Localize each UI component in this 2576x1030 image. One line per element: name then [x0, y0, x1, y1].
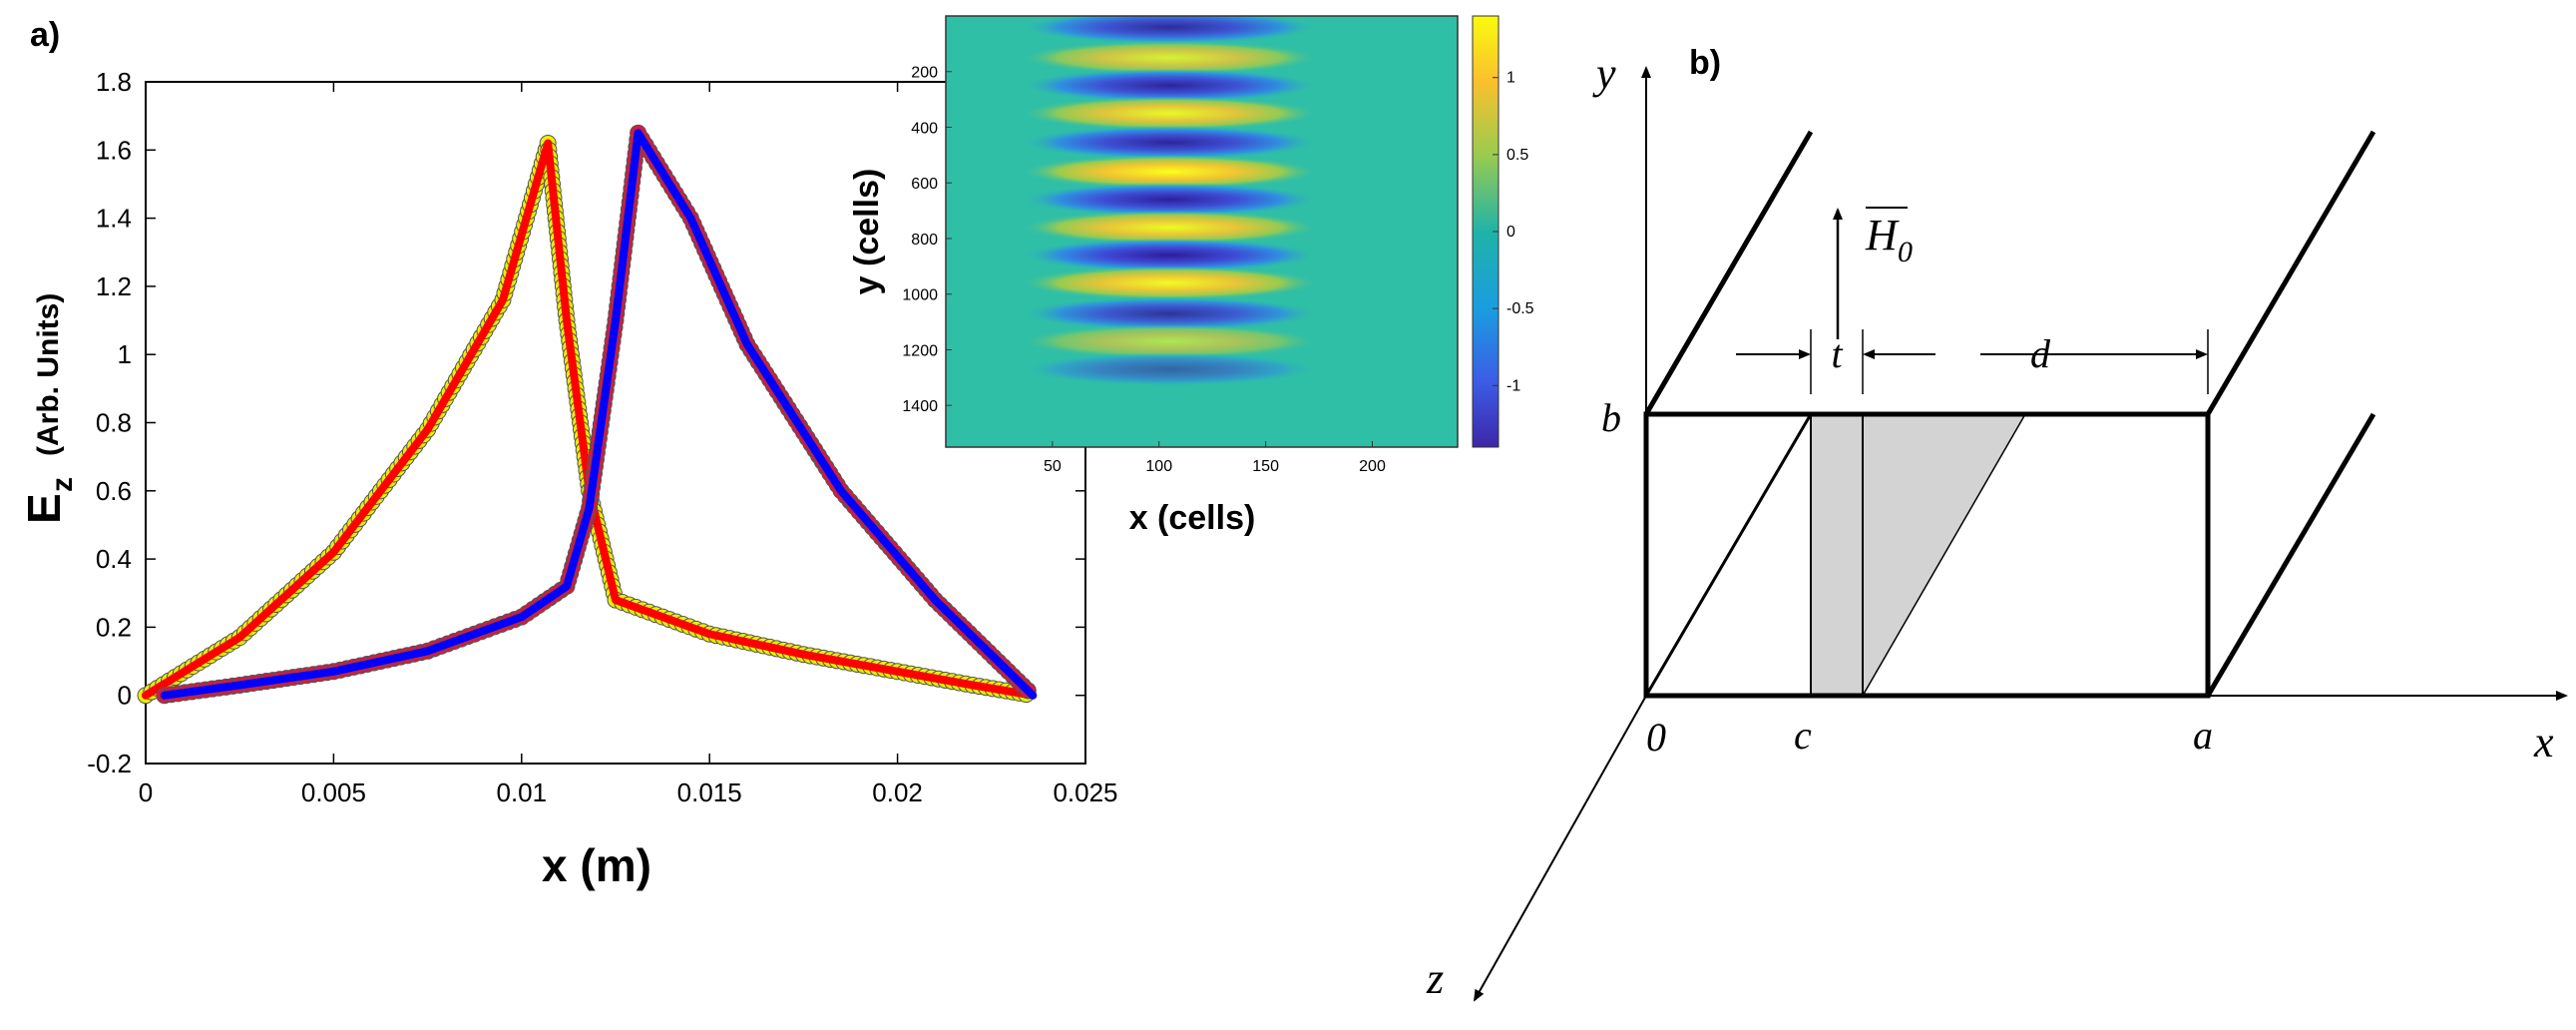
y-tick-label: 0 [118, 681, 132, 711]
h0-label: H [1865, 211, 1900, 259]
heatmap-x-tick-label: 150 [1252, 458, 1279, 475]
y-axis-ticks: -0.2 0 0.2 0.4 0.6 0.8 1 1.2 1.4 1.6 1.8 [87, 67, 1085, 778]
heatmap-x-tick-label: 50 [1044, 458, 1062, 475]
series-0 [137, 134, 1038, 705]
colorbar-tick-label: 0.5 [1506, 147, 1528, 164]
x-tick-label: 0 [139, 777, 153, 807]
y-tick-label: 1.2 [96, 271, 132, 301]
series-layer [137, 124, 1038, 705]
x-axis-ticks: 0 0.005 0.01 0.015 0.02 0.025 [139, 82, 1118, 807]
heatmap-stripe [1020, 125, 1320, 160]
heatmap-stripe [1020, 238, 1320, 272]
heatmap-stripe [1020, 265, 1320, 300]
heatmap-y-label: y (cells) [848, 169, 886, 295]
y-tick-label: 1 [118, 339, 132, 369]
x-tick-label: 0.015 [677, 777, 742, 807]
y-tick-label: 1.8 [96, 67, 132, 97]
t-label: t [1831, 331, 1843, 376]
x-tick-label: 0.02 [872, 777, 923, 807]
ferrite-slab-front [1811, 414, 1863, 696]
origin-label: 0 [1646, 715, 1666, 760]
waveguide-top-left-edge [1643, 130, 1814, 416]
slab-diagonal [1862, 413, 2026, 697]
heatmap-x-ticks: 50 100 150 200 [1044, 441, 1386, 475]
heatmap-stripe [1020, 210, 1320, 245]
heatmap-stripe [1020, 182, 1320, 217]
heatmap-y-tick-label: 200 [911, 65, 938, 82]
heatmap-stripe [1020, 351, 1320, 386]
heatmap-stripe [1020, 68, 1320, 103]
z-axis-name: z [1426, 954, 1444, 1003]
y-axis-name: y [1592, 49, 1616, 98]
y-tick-label: 0.2 [96, 612, 132, 642]
point-b-label: b [1601, 395, 1621, 440]
heatmap-x-label: x (cells) [1129, 499, 1256, 537]
x-tick-label: 0.005 [301, 777, 366, 807]
colorbar-tick-label: 1 [1506, 70, 1515, 87]
heatmap-inset: 200 400 600 800 1000 1200 1400 50 100 150 200 1 0.… [848, 15, 1534, 537]
heatmap-y-tick-label: 400 [911, 120, 938, 137]
heatmap-stripe [1020, 155, 1320, 190]
y-tick-label: 1.6 [96, 135, 132, 165]
x-tick-label: 0.01 [496, 777, 547, 807]
heatmap-stripe [1020, 16, 1320, 45]
heatmap-stripe [1020, 40, 1320, 75]
heatmap-stripe [1020, 324, 1320, 359]
x-axis-label: x (m) [542, 839, 651, 891]
panel-label-a: a) [30, 16, 60, 54]
y-tick-label: 0.4 [96, 544, 132, 574]
heatmap-y-tick-label: 1400 [902, 398, 938, 415]
heatmap-y-tick-label: 1200 [902, 342, 938, 359]
waveguide-cross-section [1643, 411, 2211, 699]
series-0-markers [137, 134, 1036, 705]
y-axis-label-main: E [18, 493, 70, 524]
colorbar-tick-label: -1 [1506, 377, 1520, 394]
heatmap-frame [945, 15, 1459, 448]
line-chart: -0.200.20.40.60.811.21.41.61.8 0 0.005 0.0… [18, 67, 1118, 891]
heatmap-y-ticks: 200 400 600 800 1000 1200 1400 [902, 65, 952, 415]
heatmap-y-tick-label: 600 [911, 176, 938, 193]
h0-subscript: 0 [1898, 236, 1913, 268]
heatmap-x-tick-label: 100 [1145, 458, 1172, 475]
heatmap-stripes [1020, 16, 1320, 386]
waveguide-bottom-right-edge [2205, 412, 2376, 698]
heatmap-stripe [1020, 296, 1320, 331]
colorbar-ticks: 1 0.5 0 -0.5 -1 [1493, 70, 1534, 394]
panel-label-b: b) [1689, 44, 1721, 82]
series-1-line [160, 129, 1038, 700]
colorbar-tick-label: -0.5 [1506, 300, 1534, 317]
waveguide-left-diagonal [1644, 413, 1813, 697]
y-axis-label-sub: z [46, 477, 79, 492]
series-1 [156, 124, 1038, 705]
point-a-label: a [2193, 713, 2213, 758]
colorbar-tick-label: 0 [1506, 224, 1515, 241]
y-axis-label-units: (Arb. Units) [32, 293, 65, 456]
y-tick-label: -0.2 [87, 749, 132, 778]
heatmap-y-tick-label: 1000 [902, 287, 938, 304]
heatmap-x-tick-label: 200 [1359, 458, 1386, 475]
point-c-label: c [1794, 713, 1812, 758]
y-tick-label: 0.8 [96, 408, 132, 438]
y-tick-label: 0.6 [96, 476, 132, 506]
y-tick-label: 1.4 [96, 204, 132, 234]
series-0-line [142, 139, 1038, 700]
heatmap-y-tick-label: 800 [911, 232, 938, 249]
d-label: d [2030, 331, 2051, 376]
waveguide-top-right-edge [2205, 130, 2376, 416]
plot-area-frame [145, 81, 1086, 765]
waveguide-diagram: b) H 0 t d y x z b 0 [1426, 44, 2568, 1003]
x-axis-name: x [2533, 718, 2554, 767]
z-axis-arrow [1474, 695, 1647, 1002]
x-tick-label: 0.025 [1053, 777, 1117, 807]
heatmap-stripe [1020, 96, 1320, 131]
y-axis-label: E z (Arb. Units) [18, 293, 79, 524]
